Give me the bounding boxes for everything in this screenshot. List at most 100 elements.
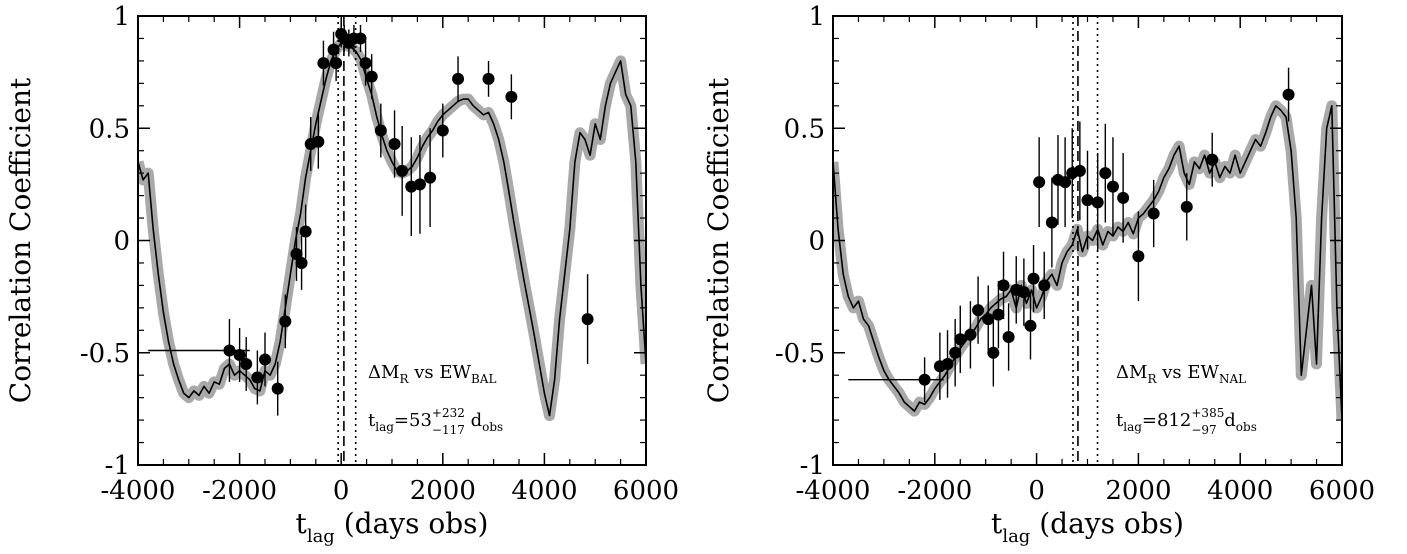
data-point <box>1106 180 1119 193</box>
data-point-group-9 <box>992 280 1005 349</box>
annotation-unit-sub: obs <box>482 420 503 434</box>
data-point <box>992 308 1005 321</box>
data-point-group-28 <box>1132 211 1145 302</box>
data-point-group-10 <box>997 251 1010 320</box>
x-tick-label: 4000 <box>511 476 577 506</box>
annotation-prefix: ΔM <box>368 362 399 383</box>
annotation-mid: vs EW <box>408 362 471 383</box>
data-point-group-29 <box>1147 179 1160 248</box>
annotation-t-sub: lag <box>375 420 394 434</box>
annotation-unit: d <box>465 410 482 431</box>
data-point <box>972 304 985 317</box>
data-point-group-8 <box>295 236 308 290</box>
data-point <box>259 353 271 366</box>
x-axis-label-main: t <box>296 507 308 540</box>
data-point-group-23 <box>388 110 401 178</box>
plot-area <box>138 16 646 465</box>
annotation-prefix-sub: R <box>1147 372 1157 386</box>
data-point-group-30 <box>482 60 495 97</box>
data-point-group-11 <box>312 114 325 169</box>
data-point <box>505 90 518 103</box>
data-point-group-30 <box>1180 173 1193 241</box>
data-point <box>987 346 1000 359</box>
annotation-series-label: ΔMR vs EWBAL <box>368 362 496 386</box>
data-point <box>436 124 449 137</box>
data-point-group-19 <box>354 24 367 52</box>
data-point-group-15 <box>1027 244 1040 313</box>
data-point-group-26 <box>413 134 426 234</box>
annotation-suffix-sub: BAL <box>471 372 496 386</box>
data-point <box>954 333 967 346</box>
data-point <box>964 328 977 341</box>
y-tick-label: 0.5 <box>784 114 825 144</box>
data-point <box>1073 164 1086 177</box>
data-point <box>327 43 340 56</box>
data-point <box>1206 153 1219 166</box>
data-point <box>388 137 401 150</box>
annotation-lag-value: tlag=812+385 −97 dobs <box>1116 406 1257 437</box>
data-point <box>271 382 284 395</box>
annotation-prefix-sub: R <box>399 372 409 386</box>
data-point <box>1045 216 1058 229</box>
data-point-group-21 <box>365 54 378 100</box>
x-axis-label-sub: lag <box>307 526 335 547</box>
data-point <box>1024 319 1037 332</box>
data-point <box>1117 191 1130 204</box>
y-tick-label: 0 <box>808 227 825 257</box>
data-point-group-14 <box>1024 292 1037 360</box>
data-point-group-0 <box>848 357 944 403</box>
data-point-group-8 <box>987 319 1000 387</box>
data-point-group-26 <box>1106 137 1119 237</box>
data-point <box>1180 200 1193 213</box>
x-axis-label: tlag (days obs) <box>991 507 1184 547</box>
data-point-group-4 <box>259 332 271 387</box>
data-point <box>941 357 954 370</box>
x-axis-label-sub: lag <box>1002 526 1030 547</box>
data-point-group-32 <box>581 274 594 364</box>
x-tick-label: -4000 <box>796 476 871 506</box>
y-tick-label: 1 <box>113 2 130 32</box>
x-tick-label: 2000 <box>1105 476 1171 506</box>
annotation-series-label: ΔMR vs EWNAL <box>1116 362 1246 386</box>
y-axis-label: Correlation Coefficient <box>702 77 735 403</box>
data-point <box>1017 286 1030 299</box>
data-point-group-6 <box>972 276 985 344</box>
data-point-group-27 <box>1117 152 1130 243</box>
y-tick-label: -0.5 <box>80 339 130 369</box>
y-tick-label: -0.5 <box>775 339 825 369</box>
data-point-group-18 <box>1045 177 1058 268</box>
data-point-group-3 <box>949 319 962 387</box>
data-point <box>413 178 426 191</box>
x-axis-label-main: t <box>991 507 1003 540</box>
data-point <box>365 70 378 83</box>
data-point <box>1282 88 1295 101</box>
data-point <box>317 57 330 70</box>
data-point <box>290 247 303 260</box>
data-point-group-22 <box>374 103 387 158</box>
x-tick-label: -2000 <box>897 476 972 506</box>
data-point-group-17 <box>1038 251 1051 320</box>
right-panel: -4000 -2000 0 2000 4000 6000 1 0.5 0 -0.5 -1 Correl… <box>702 2 1375 547</box>
data-point <box>482 72 495 85</box>
data-point-group-24 <box>396 126 409 216</box>
data-point-group-7 <box>290 227 303 281</box>
data-point-group-3 <box>251 350 264 405</box>
annotation-mid: vs EW <box>1156 362 1219 383</box>
data-point <box>1091 196 1104 209</box>
x-tick-label: 6000 <box>613 476 679 506</box>
y-tick-label: -1 <box>800 451 825 481</box>
annotation-suffix-sub: NAL <box>1219 372 1246 386</box>
x-axis-label-rest: (days obs) <box>1030 507 1184 540</box>
data-point <box>330 57 343 70</box>
annotation-eq: =53 <box>394 410 432 431</box>
data-point-group-27 <box>424 128 437 228</box>
data-point <box>424 171 437 184</box>
data-point <box>1081 194 1094 207</box>
x-tick-label: -2000 <box>202 476 277 506</box>
data-point <box>295 256 308 269</box>
data-point-group-12 <box>317 40 330 86</box>
annotation-prefix: ΔM <box>1116 362 1147 383</box>
annotation-eq: =812 <box>1142 410 1191 431</box>
data-point <box>223 344 236 357</box>
